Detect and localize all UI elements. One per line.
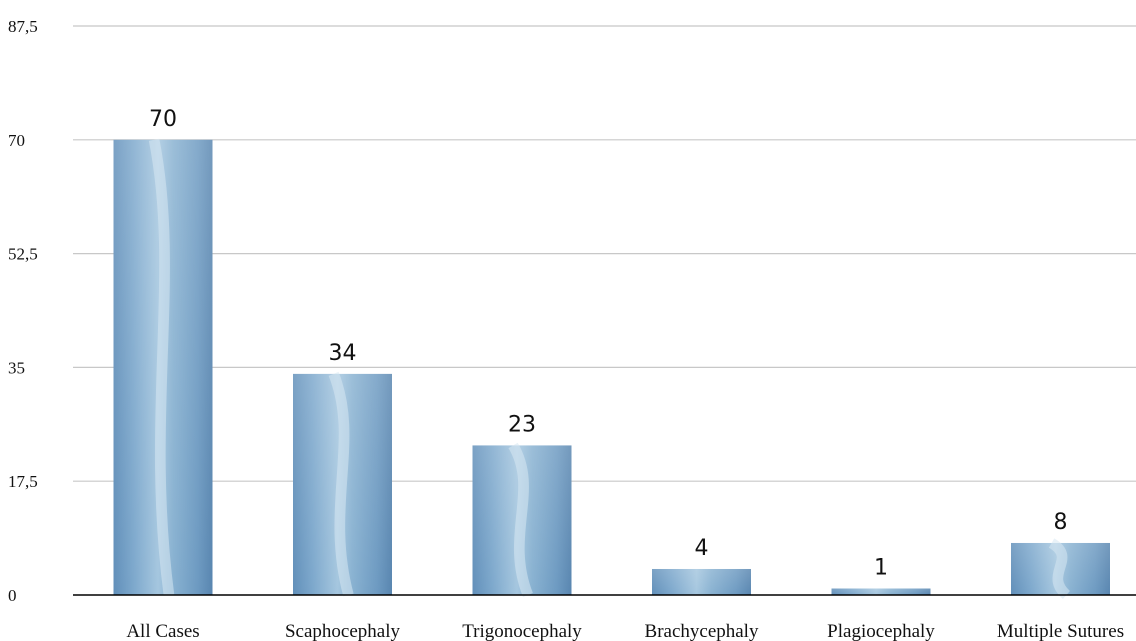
- data-label: 23: [508, 412, 536, 437]
- data-label: 4: [695, 536, 709, 561]
- x-axis-tick-labels: All Cases Scaphocephaly Trigonocephaly Brac…: [126, 621, 1124, 641]
- bars: [113, 138, 1110, 600]
- gridlines: [73, 25, 1136, 482]
- x-tick-label: Brachycephaly: [645, 621, 759, 641]
- y-tick-label: 0: [8, 586, 17, 605]
- x-tick-label: Plagiocephaly: [827, 621, 935, 641]
- data-label: 8: [1054, 510, 1068, 535]
- data-labels: 70 34 23 4 1 8: [149, 107, 1068, 581]
- y-tick-label: 70: [8, 131, 25, 150]
- y-tick-label: 35: [8, 358, 25, 377]
- bar: [831, 588, 931, 595]
- x-tick-label: Multiple Sutures: [997, 621, 1124, 641]
- data-label: 34: [329, 341, 357, 366]
- bar: [652, 568, 751, 595]
- y-tick-label: 17,5: [8, 472, 38, 491]
- bar-sheen: [831, 588, 931, 595]
- x-tick-label: All Cases: [126, 621, 199, 641]
- bar-texture-streak: [508, 442, 533, 597]
- bar-texture-streak: [1048, 538, 1071, 600]
- y-axis-tick-labels: 0 17,5 35 52,5 70 87,5: [8, 17, 38, 605]
- bar-texture-streak: [328, 371, 354, 597]
- y-tick-label: 87,5: [8, 17, 38, 36]
- bar: [1011, 538, 1110, 600]
- bar: [113, 138, 213, 596]
- y-tick-label: 52,5: [8, 245, 38, 264]
- data-label: 70: [149, 107, 177, 132]
- data-label: 1: [874, 555, 888, 580]
- x-tick-label: Scaphocephaly: [285, 621, 401, 641]
- x-tick-label: Trigonocephaly: [462, 621, 582, 641]
- bar: [472, 442, 572, 597]
- bar-texture-streak: [148, 138, 175, 596]
- bar: [293, 371, 392, 597]
- bar-sheen: [652, 568, 751, 595]
